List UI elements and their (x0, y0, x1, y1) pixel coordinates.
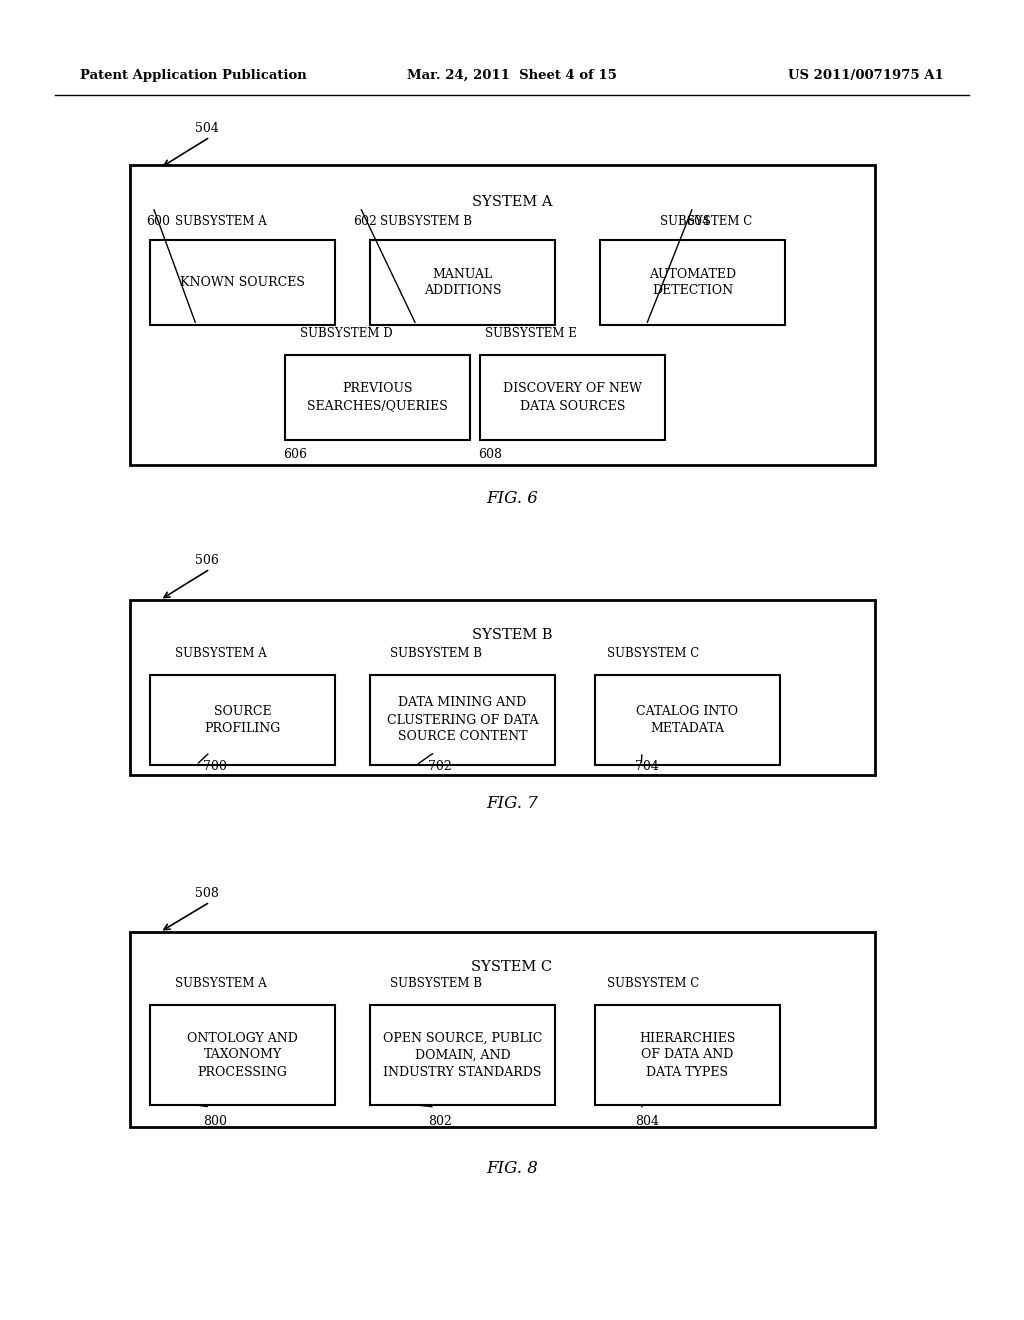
Bar (600, 240, 785, 325)
Text: SUBSYSTEM B: SUBSYSTEM B (390, 647, 482, 660)
Text: 602: 602 (353, 215, 377, 228)
Bar (130, 932, 874, 1127)
Text: SOURCE
PROFILING: SOURCE PROFILING (205, 705, 281, 735)
Text: 704: 704 (635, 760, 658, 774)
Text: PREVIOUS
SEARCHES/QUERIES: PREVIOUS SEARCHES/QUERIES (307, 383, 447, 412)
Bar (595, 1005, 780, 1105)
Text: 702: 702 (428, 760, 452, 774)
Bar (370, 240, 555, 325)
Text: HIERARCHIES
OF DATA AND
DATA TYPES: HIERARCHIES OF DATA AND DATA TYPES (639, 1031, 735, 1078)
Text: 508: 508 (195, 887, 219, 900)
Text: 608: 608 (478, 447, 502, 461)
Text: US 2011/0071975 A1: US 2011/0071975 A1 (788, 69, 944, 82)
Text: KNOWN SOURCES: KNOWN SOURCES (180, 276, 305, 289)
Text: SUBSYSTEM E: SUBSYSTEM E (485, 327, 577, 341)
Bar (595, 675, 780, 766)
Text: Mar. 24, 2011  Sheet 4 of 15: Mar. 24, 2011 Sheet 4 of 15 (408, 69, 616, 82)
Text: SUBSYSTEM C: SUBSYSTEM C (607, 977, 699, 990)
Text: 506: 506 (195, 554, 219, 568)
Text: SUBSYSTEM B: SUBSYSTEM B (390, 977, 482, 990)
Text: 504: 504 (195, 121, 219, 135)
Text: SUBSYSTEM D: SUBSYSTEM D (300, 327, 392, 341)
Text: OPEN SOURCE, PUBLIC
DOMAIN, AND
INDUSTRY STANDARDS: OPEN SOURCE, PUBLIC DOMAIN, AND INDUSTRY… (383, 1031, 542, 1078)
Text: Patent Application Publication: Patent Application Publication (80, 69, 307, 82)
Text: SUBSYSTEM A: SUBSYSTEM A (175, 977, 266, 990)
Bar (285, 355, 470, 440)
Bar (130, 601, 874, 775)
Text: SUBSYSTEM C: SUBSYSTEM C (607, 647, 699, 660)
Text: 700: 700 (203, 760, 227, 774)
Text: SUBSYSTEM A: SUBSYSTEM A (175, 215, 266, 228)
Bar (480, 355, 665, 440)
Text: MANUAL
ADDITIONS: MANUAL ADDITIONS (424, 268, 502, 297)
Text: SYSTEM B: SYSTEM B (472, 628, 552, 642)
Text: DATA MINING AND
CLUSTERING OF DATA
SOURCE CONTENT: DATA MINING AND CLUSTERING OF DATA SOURC… (387, 697, 539, 743)
Text: DISCOVERY OF NEW
DATA SOURCES: DISCOVERY OF NEW DATA SOURCES (503, 383, 642, 412)
Text: SYSTEM C: SYSTEM C (471, 960, 553, 974)
Text: SUBSYSTEM C: SUBSYSTEM C (660, 215, 753, 228)
Text: SUBSYSTEM B: SUBSYSTEM B (380, 215, 472, 228)
Text: 802: 802 (428, 1115, 452, 1129)
Text: FIG. 6: FIG. 6 (486, 490, 538, 507)
Text: 604: 604 (686, 215, 710, 228)
Bar (150, 240, 335, 325)
Bar (150, 675, 335, 766)
Text: FIG. 8: FIG. 8 (486, 1160, 538, 1177)
Text: FIG. 7: FIG. 7 (486, 795, 538, 812)
Text: 800: 800 (203, 1115, 227, 1129)
Text: 600: 600 (146, 215, 170, 228)
Text: CATALOG INTO
METADATA: CATALOG INTO METADATA (637, 705, 738, 735)
Bar (370, 675, 555, 766)
Text: 804: 804 (635, 1115, 659, 1129)
Bar (150, 1005, 335, 1105)
Text: SYSTEM A: SYSTEM A (472, 195, 552, 209)
Text: 606: 606 (283, 447, 307, 461)
Text: SUBSYSTEM A: SUBSYSTEM A (175, 647, 266, 660)
Text: ONTOLOGY AND
TAXONOMY
PROCESSING: ONTOLOGY AND TAXONOMY PROCESSING (187, 1031, 298, 1078)
Bar (130, 165, 874, 465)
Text: AUTOMATED
DETECTION: AUTOMATED DETECTION (649, 268, 736, 297)
Bar (370, 1005, 555, 1105)
